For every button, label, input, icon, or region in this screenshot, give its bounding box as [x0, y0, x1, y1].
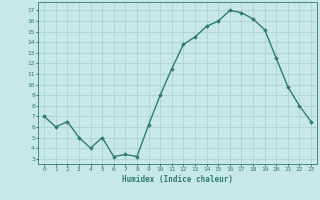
- X-axis label: Humidex (Indice chaleur): Humidex (Indice chaleur): [122, 175, 233, 184]
